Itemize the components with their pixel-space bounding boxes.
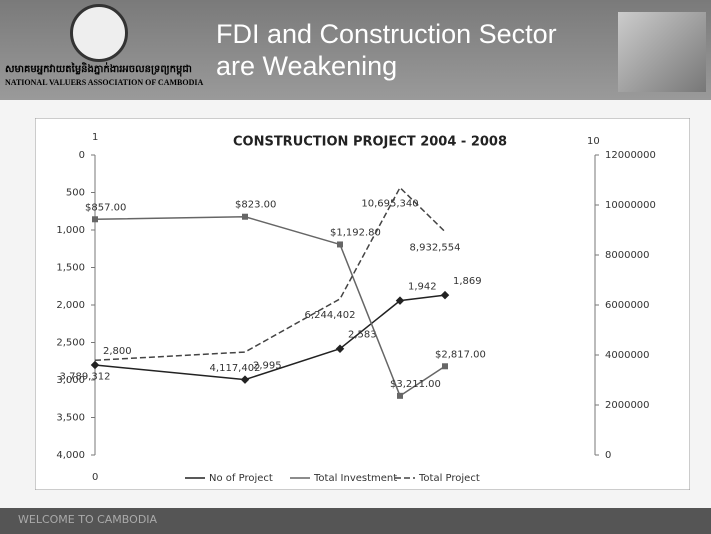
chart-frame (35, 118, 690, 490)
value-label: 8,932,554 (410, 243, 461, 254)
org-name-khmer: សមាគមអ្នកវាយតម្លៃនិងភ្នាក់ងារអចលនទ្រព្យក… (5, 62, 192, 77)
value-label: $857.00 (85, 202, 126, 213)
y-tick-label: 2,500 (56, 338, 85, 349)
y-tick-label: 1,500 (56, 263, 85, 274)
y-tick-label: 1,000 (56, 225, 85, 236)
point-marker (92, 216, 98, 222)
value-label: 2,583 (348, 330, 377, 341)
value-label: 4,117,402 (210, 363, 261, 374)
legend-label: No of Project (209, 473, 273, 484)
value-label: $3,211.00 (390, 379, 441, 390)
y-tick-label: 4,000 (56, 450, 85, 461)
point-marker (242, 214, 248, 220)
point-marker (397, 393, 403, 399)
footer-text: WELCOME TO CAMBODIA (18, 513, 157, 526)
y2-tick-label: 10000000 (605, 200, 656, 211)
y-tick-label: 3,500 (56, 413, 85, 424)
y2-tick-label: 12000000 (605, 150, 656, 161)
value-label: 2,800 (103, 346, 132, 357)
annotation: 10 (587, 136, 600, 147)
y2-tick-label: 8000000 (605, 250, 650, 261)
header-photo (618, 12, 706, 92)
y-tick-label: 0 (79, 150, 85, 161)
y2-tick-label: 2000000 (605, 400, 650, 411)
legend-label: Total Investment (313, 473, 397, 484)
legend-label: Total Project (418, 473, 480, 484)
slide: សមាគមអ្នកវាយតម្លៃនិងភ្នាក់ងារអចលនទ្រព្យក… (0, 0, 711, 534)
chart-title: CONSTRUCTION PROJECT 2004 - 2008 (233, 135, 507, 150)
point-marker (442, 363, 448, 369)
org-name: NATIONAL VALUERS ASSOCIATION OF CAMBODIA (5, 78, 203, 87)
y2-tick-label: 6000000 (605, 300, 650, 311)
annotation: 0 (92, 472, 98, 483)
value-label: 1,942 (408, 282, 437, 293)
y-tick-label: 500 (66, 188, 85, 199)
value-label: 3,789,312 (60, 371, 111, 382)
value-label: 6,244,402 (305, 310, 356, 321)
value-label: 10,695,340 (361, 199, 418, 210)
annotation: 1 (92, 132, 98, 143)
y2-tick-label: 0 (605, 450, 611, 461)
point-marker (337, 241, 343, 247)
y-tick-label: 2,000 (56, 300, 85, 311)
slide-title: FDI and Construction Sector are Weakenin… (216, 18, 596, 82)
chart: CONSTRUCTION PROJECT 2004 - 2008 0 500 1,0… (35, 118, 690, 490)
y2-tick-label: 4000000 (605, 350, 650, 361)
value-label: $823.00 (235, 200, 276, 211)
logo (70, 4, 128, 62)
value-label: $2,817.00 (435, 349, 486, 360)
value-label: 1,869 (453, 276, 482, 287)
